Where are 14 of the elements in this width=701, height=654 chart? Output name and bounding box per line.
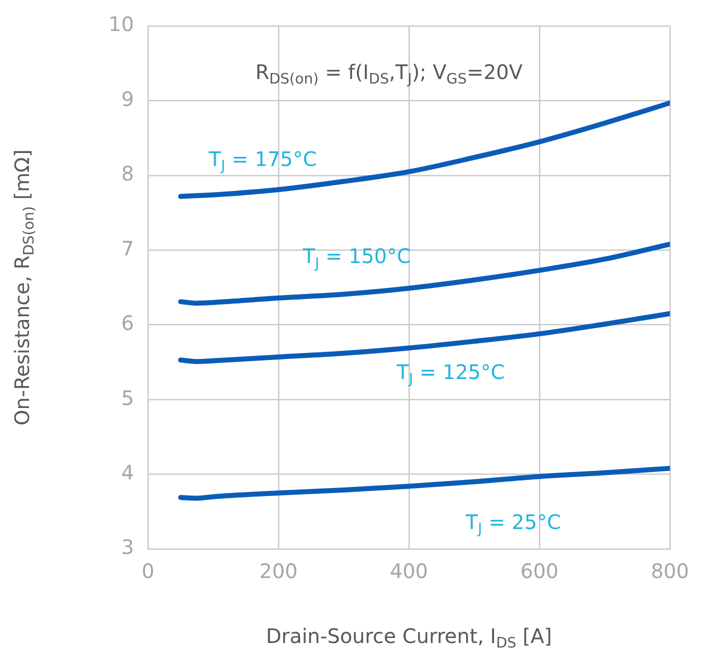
- y-tick-label: 3: [121, 535, 134, 560]
- x-tick-label: 600: [520, 559, 559, 584]
- y-tick-label: 8: [121, 162, 134, 186]
- x-tick-label: 400: [390, 559, 428, 584]
- y-tick-label: 6: [121, 311, 134, 336]
- x-tick-label: 800: [650, 559, 690, 584]
- y-tick-label: 9: [121, 86, 134, 111]
- y-axis-title: On-Resistance, RDS(on) [mΩ]: [10, 149, 38, 426]
- y-tick-label: 4: [121, 460, 134, 484]
- x-tick-label: 200: [259, 559, 298, 584]
- y-tick-label: 10: [108, 12, 134, 36]
- x-tick-label: 0: [142, 559, 154, 584]
- y-tick-label: 5: [121, 386, 134, 410]
- y-tick-label: 7: [121, 236, 134, 260]
